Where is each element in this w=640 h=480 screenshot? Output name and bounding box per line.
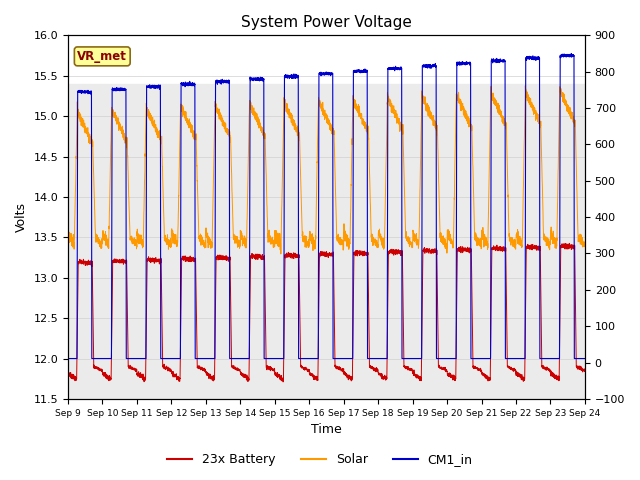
Legend: 23x Battery, Solar, CM1_in: 23x Battery, Solar, CM1_in	[163, 448, 477, 471]
X-axis label: Time: Time	[311, 423, 342, 436]
Text: VR_met: VR_met	[77, 50, 127, 63]
Title: System Power Voltage: System Power Voltage	[241, 15, 412, 30]
Bar	[68, 84, 585, 399]
Y-axis label: Volts: Volts	[15, 202, 28, 232]
